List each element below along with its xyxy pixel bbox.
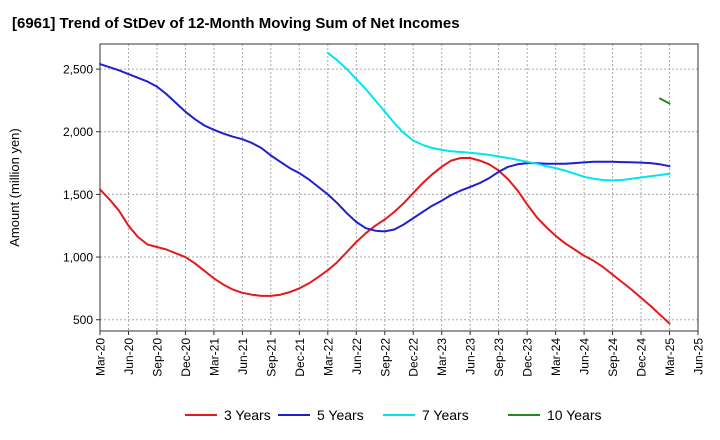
x-axis-ticks: Mar-20 Jun-20 Sep-20 Dec-20 Mar-21 Jun-21 Sep-… [94,331,706,377]
x-tick-label: Jun-23 [464,338,478,375]
x-tick-label: Dec-21 [293,338,307,377]
series-line-3-years [99,157,671,325]
x-tick-label: Sep-23 [492,338,506,377]
x-tick-label: Dec-23 [521,338,535,377]
x-tick-label: Sep-22 [378,338,392,377]
series-line-7-years [326,51,671,182]
y-tick-label: 500 [73,313,93,327]
legend: 3 Years 5 Years 7 Years 10 Years [185,407,602,423]
chart-title: [6961] Trend of StDev of 12-Month Moving… [12,15,460,32]
x-tick-label: Sep-21 [264,338,278,377]
y-tick-label: 1,500 [63,188,93,202]
series-line-10-years [659,97,671,105]
legend-label: 5 Years [317,407,364,423]
x-tick-label: Sep-24 [606,338,620,377]
x-tick-label: Mar-25 [663,338,677,376]
x-tick-label: Jun-21 [236,338,250,375]
x-tick-label: Jun-24 [578,338,592,375]
x-tick-label: Dec-24 [635,338,649,377]
x-tick-label: Jun-25 [692,338,706,375]
x-tick-label: Mar-22 [321,338,335,376]
y-tick-label: 2,500 [63,63,93,77]
x-tick-label: Jun-22 [350,338,364,375]
x-tick-label: Dec-20 [179,338,193,377]
legend-label: 3 Years [224,407,271,423]
grid-lines [99,44,699,331]
series-line-5-years [99,63,671,233]
x-tick-label: Mar-20 [94,338,108,376]
x-tick-label: Mar-24 [549,338,563,376]
y-axis-ticks: 500 1,000 1,500 2,000 2,500 [63,63,100,327]
legend-label: 10 Years [547,407,602,423]
y-axis-label: Amount (million yen) [7,128,22,247]
plot-area-frame [99,43,699,332]
x-tick-label: Mar-23 [435,338,449,376]
y-tick-label: 2,000 [63,125,93,139]
legend-label: 7 Years [422,407,469,423]
x-tick-label: Dec-22 [407,338,421,377]
x-tick-label: Sep-20 [150,338,164,377]
y-tick-label: 1,000 [63,251,93,265]
x-tick-label: Jun-20 [122,338,136,375]
series-lines [99,51,671,325]
x-tick-label: Mar-21 [207,338,221,376]
